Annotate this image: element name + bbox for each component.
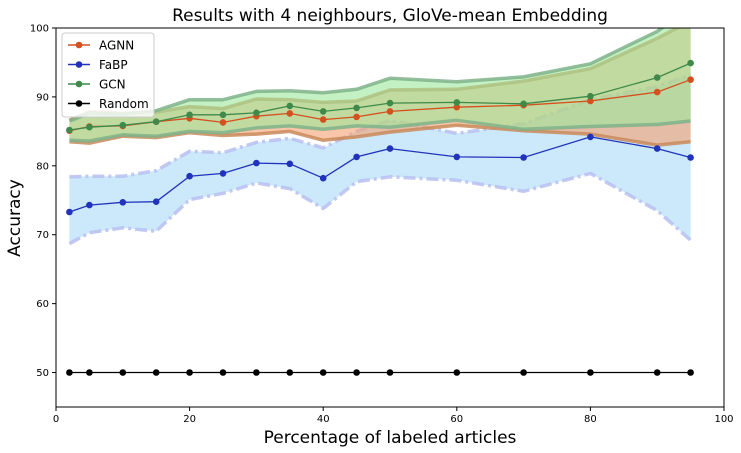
fabp-point [253, 159, 260, 167]
legend-item-fabp: FaBP [68, 58, 128, 72]
gcn-point [186, 111, 193, 119]
gcn-point [286, 102, 294, 110]
random-point [119, 369, 127, 376]
random-point [453, 369, 461, 376]
random-point [286, 369, 294, 376]
fabp-point [687, 154, 694, 161]
x-tick-label: 60 [450, 414, 463, 425]
random-point [319, 369, 327, 376]
y-tick-label: 90 [36, 92, 49, 103]
random-point [353, 369, 360, 376]
y-axis-title: Accuracy [5, 179, 25, 257]
gcn-point [152, 118, 160, 125]
legend-item-gcn: GCN [68, 78, 126, 92]
fabp-point [587, 133, 594, 141]
y-tick-label: 100 [30, 24, 49, 35]
random-point [66, 369, 73, 376]
agnn-point [453, 103, 461, 111]
fabp-point [119, 199, 127, 206]
agnn-point [319, 116, 327, 123]
legend: AGNN FaBP GCN Random [61, 32, 155, 118]
fabp-point [66, 208, 73, 216]
gcn-point [86, 123, 93, 131]
gcn-point [319, 108, 327, 115]
random-point [587, 369, 594, 376]
legend-swatch-marker [75, 80, 83, 88]
random-point [386, 369, 394, 376]
legend-label: FaBP [99, 58, 128, 72]
x-tick-label: 20 [183, 414, 196, 425]
x-tick-label: 100 [714, 414, 733, 425]
gcn-point [253, 109, 260, 117]
gcn-point [587, 92, 594, 100]
gcn-line [69, 62, 691, 131]
gcn-point [453, 99, 461, 106]
fabp-point [453, 153, 461, 161]
fabp-band-lower-edge [68, 171, 692, 246]
legend-item-random: Random [68, 97, 149, 111]
legend-swatch-marker [75, 41, 83, 49]
fabp-point [653, 145, 661, 152]
legend-swatch-marker [75, 61, 83, 68]
gcn-point [353, 104, 360, 112]
fabp-point [86, 201, 93, 209]
fabp-point [186, 172, 193, 180]
agnn-point [386, 108, 394, 115]
legend-item-agnn: AGNN [68, 39, 134, 53]
gcn-point [520, 100, 527, 108]
random-point [253, 369, 260, 376]
legend-label: GCN [99, 78, 126, 92]
gcn-point [119, 121, 127, 129]
agnn-point [587, 97, 594, 105]
fabp-point [286, 160, 294, 168]
gcn-band-lower-edge [69, 118, 691, 143]
x-axis-title: Percentage of labeled articles [264, 428, 517, 448]
agnn-point [219, 119, 227, 126]
fabp-point [386, 145, 394, 152]
legend-label: AGNN [99, 39, 134, 53]
y-tick-label: 50 [36, 368, 49, 379]
fabp-point [353, 153, 360, 161]
fabp-point [152, 198, 160, 205]
fabp-band [69, 74, 691, 244]
agnn-point [286, 110, 294, 117]
x-tick-label: 0 [53, 414, 59, 425]
fabp-point [219, 170, 227, 177]
chart-title: Results with 4 neighbours, GloVe-mean Em… [172, 6, 608, 26]
random-point [186, 369, 193, 376]
gcn-point [66, 126, 73, 134]
random-point [687, 369, 694, 376]
random-point [219, 369, 227, 376]
legend-swatch-marker [75, 100, 83, 107]
agnn-point [353, 113, 360, 121]
agnn-point [653, 88, 661, 96]
legend-box [61, 32, 155, 118]
legend-label: Random [99, 97, 149, 111]
plot-frame [55, 27, 725, 408]
plot-area [66, 28, 694, 376]
agnn-point [687, 76, 694, 83]
fabp-point [520, 154, 527, 161]
random-point [653, 369, 661, 376]
gcn-point [219, 111, 227, 119]
y-tick-label: 60 [36, 299, 49, 310]
gcn-point [386, 99, 394, 107]
gcn-point [687, 59, 694, 67]
gcn-point [653, 74, 661, 81]
random-point [520, 369, 527, 376]
y-tick-label: 80 [36, 161, 49, 172]
random-point [86, 369, 93, 376]
fabp-point [319, 174, 327, 182]
axes: 0 20 40 60 80 100 50 60 70 80 90 100 [30, 24, 734, 426]
random-point [152, 369, 160, 376]
y-tick-label: 70 [36, 230, 49, 241]
x-tick-label: 80 [584, 414, 597, 425]
fabp-line [69, 136, 691, 213]
x-tick-label: 40 [317, 414, 330, 425]
